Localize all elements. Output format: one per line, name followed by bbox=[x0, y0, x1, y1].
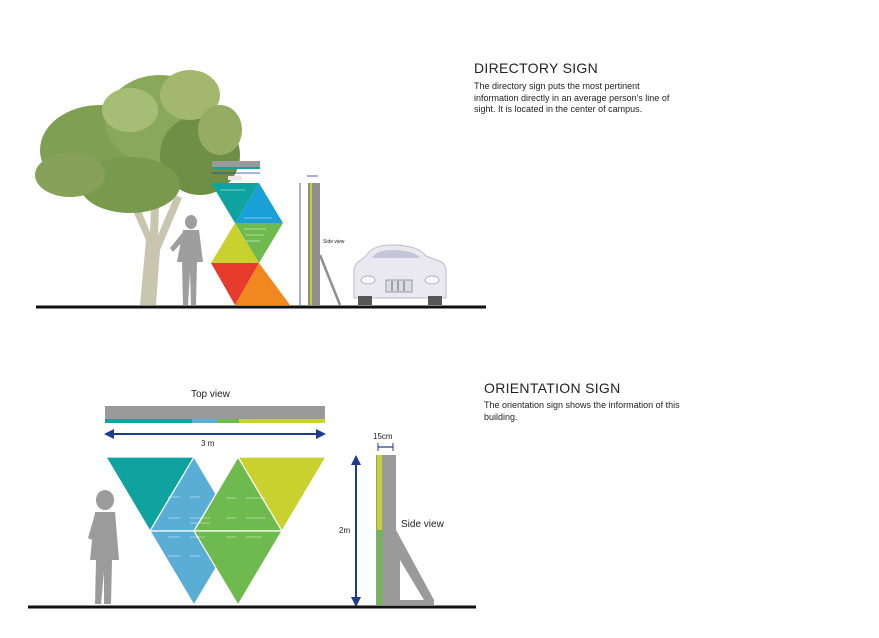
directory-sign-description: The directory sign puts the most pertine… bbox=[474, 81, 670, 114]
person-silhouette-icon bbox=[170, 215, 203, 305]
depth-label: 15cm bbox=[373, 432, 393, 441]
tree-icon bbox=[35, 70, 242, 305]
directory-top-bar bbox=[212, 161, 260, 167]
panel-lime bbox=[211, 223, 259, 263]
height-dimension bbox=[351, 455, 361, 607]
person-silhouette-icon bbox=[88, 490, 119, 604]
panel-lime bbox=[236, 456, 328, 533]
panel-green-lower bbox=[192, 530, 284, 607]
orientation-side-view-label: Side view bbox=[401, 519, 445, 530]
directory-side-view-label: Side view bbox=[323, 239, 345, 245]
directory-side-view bbox=[308, 183, 342, 306]
depth-dimension bbox=[377, 443, 394, 451]
car-icon bbox=[353, 244, 447, 305]
panel-green bbox=[235, 223, 283, 263]
top-view-bar bbox=[105, 406, 325, 423]
width-dimension bbox=[104, 429, 326, 439]
directory-sign-panels bbox=[211, 183, 290, 305]
directory-sign-title: DIRECTORY SIGN bbox=[474, 60, 599, 76]
height-label: 2m bbox=[339, 526, 350, 535]
width-label: 3 m bbox=[201, 439, 215, 448]
panel-blue bbox=[235, 183, 283, 223]
panel-orange bbox=[235, 263, 290, 305]
orientation-sign-title: ORIENTATION SIGN bbox=[484, 380, 621, 396]
orientation-side-view bbox=[376, 455, 434, 605]
panel-red bbox=[211, 263, 259, 305]
orientation-sign-description: The orientation sign shows the informati… bbox=[484, 400, 680, 422]
panel-green-mid bbox=[193, 456, 239, 532]
panel-teal bbox=[211, 183, 259, 223]
orientation-sign-panels bbox=[104, 455, 328, 607]
top-view-label: Top view bbox=[191, 389, 231, 400]
